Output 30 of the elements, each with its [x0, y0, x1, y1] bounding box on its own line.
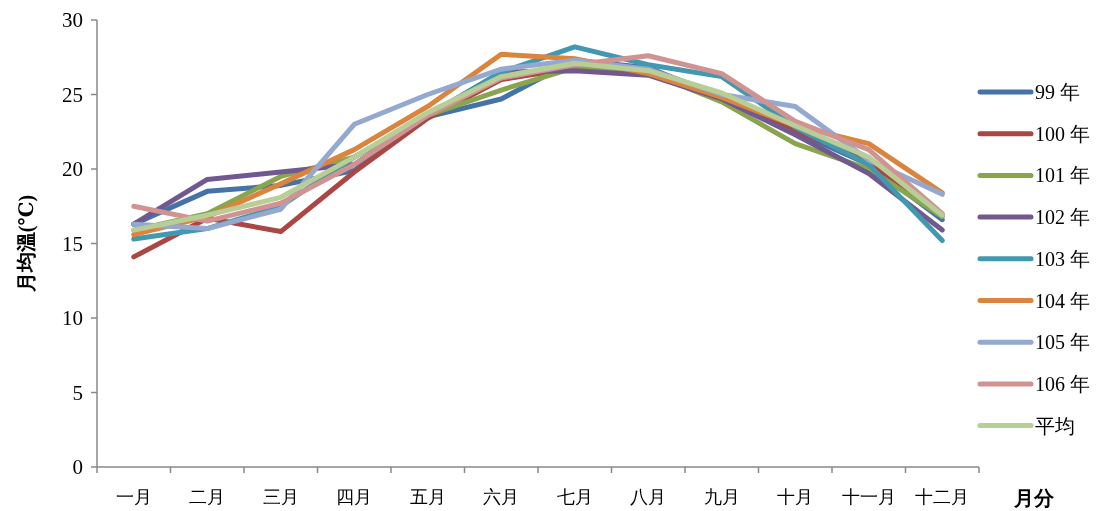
- y-tick-label: 5: [72, 380, 83, 405]
- y-tick-label: 30: [62, 8, 83, 32]
- y-tick-label: 0: [72, 455, 83, 479]
- y-tick-label: 15: [62, 231, 83, 256]
- legend-label: 106 年: [1035, 372, 1090, 395]
- x-tick-label: 十月: [777, 487, 814, 507]
- legend-label: 104 年: [1035, 289, 1090, 312]
- legend-label: 100 年: [1035, 122, 1090, 145]
- y-tick-label: 25: [62, 82, 83, 107]
- legend-label: 103 年: [1035, 247, 1090, 270]
- y-tick-label: 20: [62, 157, 83, 181]
- x-tick-label: 九月: [703, 487, 740, 507]
- legend-label: 平均: [1035, 414, 1075, 437]
- y-axis-title: 月均溫(℃): [15, 194, 38, 294]
- x-tick-label: 五月: [409, 487, 446, 507]
- y-tick-label: 10: [62, 306, 83, 330]
- legend-label: 101 年: [1035, 164, 1090, 187]
- x-tick-label: 四月: [336, 487, 373, 507]
- x-axis-title: 月分: [1013, 487, 1055, 509]
- legend-label: 102 年: [1035, 206, 1090, 229]
- x-tick-label: 八月: [630, 487, 667, 507]
- x-tick-label: 六月: [483, 487, 520, 507]
- x-tick-label: 一月: [115, 487, 152, 507]
- legend-label: 105 年: [1035, 331, 1090, 354]
- x-tick-label: 二月: [189, 487, 226, 507]
- x-tick-label: 七月: [556, 487, 593, 507]
- x-tick-label: 十一月: [841, 487, 896, 507]
- legend-label: 99 年: [1035, 81, 1080, 103]
- x-tick-label: 十二月: [915, 487, 970, 507]
- x-tick-label: 三月: [262, 487, 299, 507]
